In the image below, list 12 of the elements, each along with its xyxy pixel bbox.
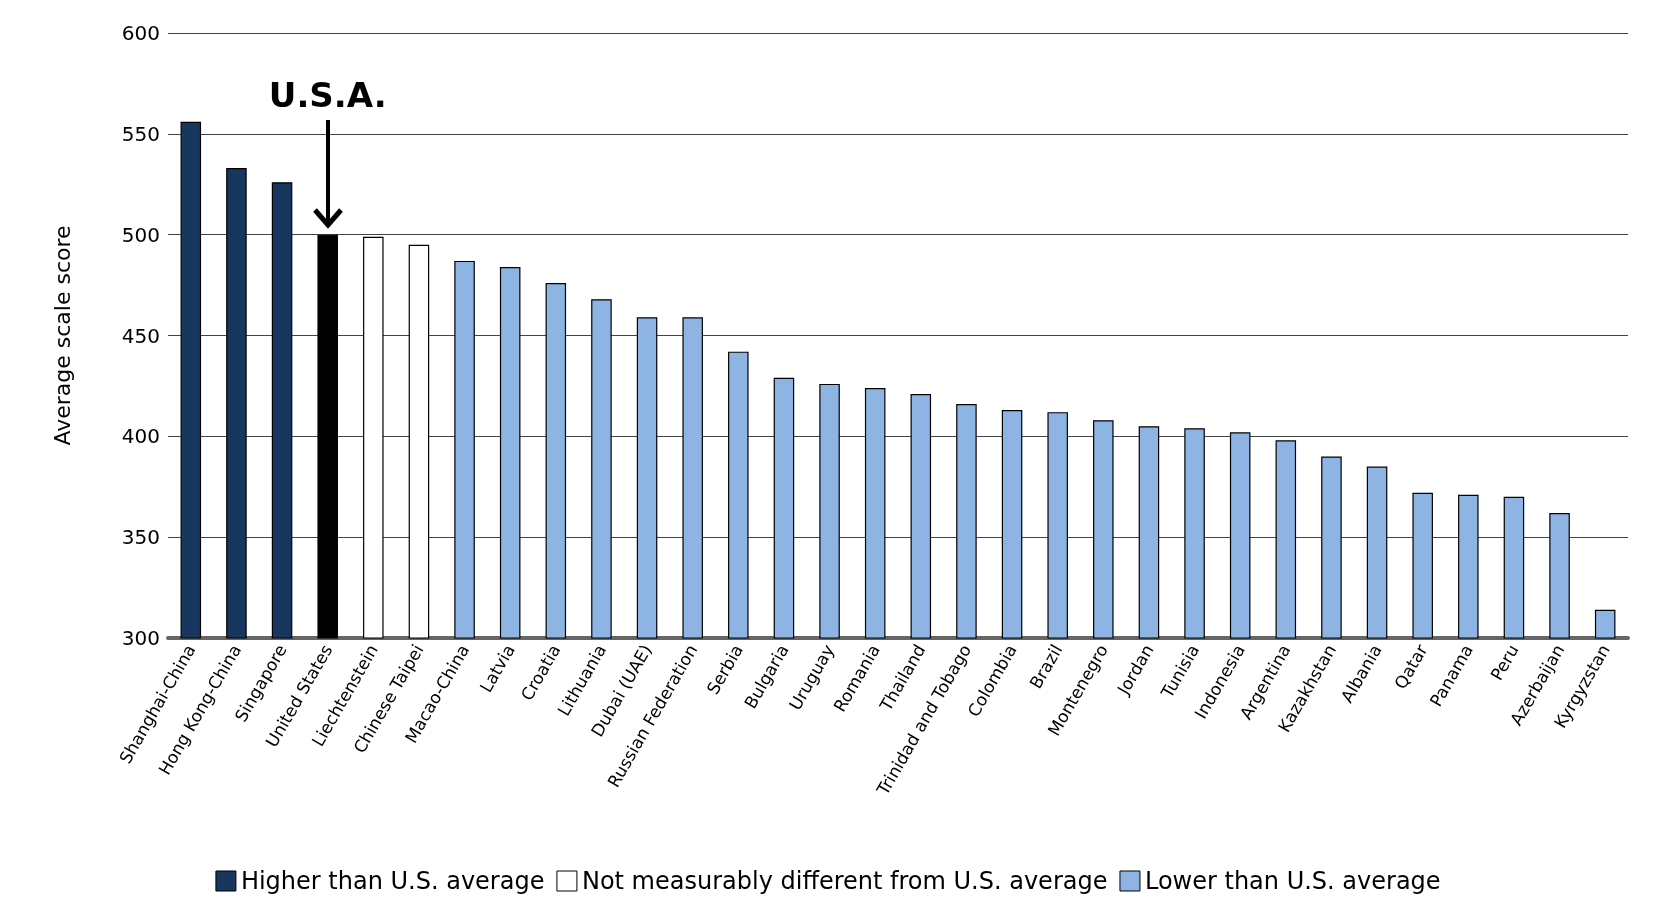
y-tick-label: 600: [121, 21, 160, 45]
annotation: U.S.A.: [267, 74, 388, 115]
y-tick-label: 450: [121, 323, 160, 348]
legend-label: Not measurably different from U.S. average: [581, 867, 1108, 895]
y-axis-title: Average scale score: [49, 225, 75, 446]
legend-label: Lower than U.S. average: [1144, 867, 1441, 895]
y-tick-label: 300: [121, 626, 160, 650]
y-tick-label: 400: [121, 424, 160, 449]
legend-label: Higher than U.S. average: [240, 867, 545, 895]
y-tick-label: 550: [121, 121, 160, 146]
y-tick-label: 350: [121, 525, 160, 550]
y-tick-label: 500: [121, 222, 160, 247]
